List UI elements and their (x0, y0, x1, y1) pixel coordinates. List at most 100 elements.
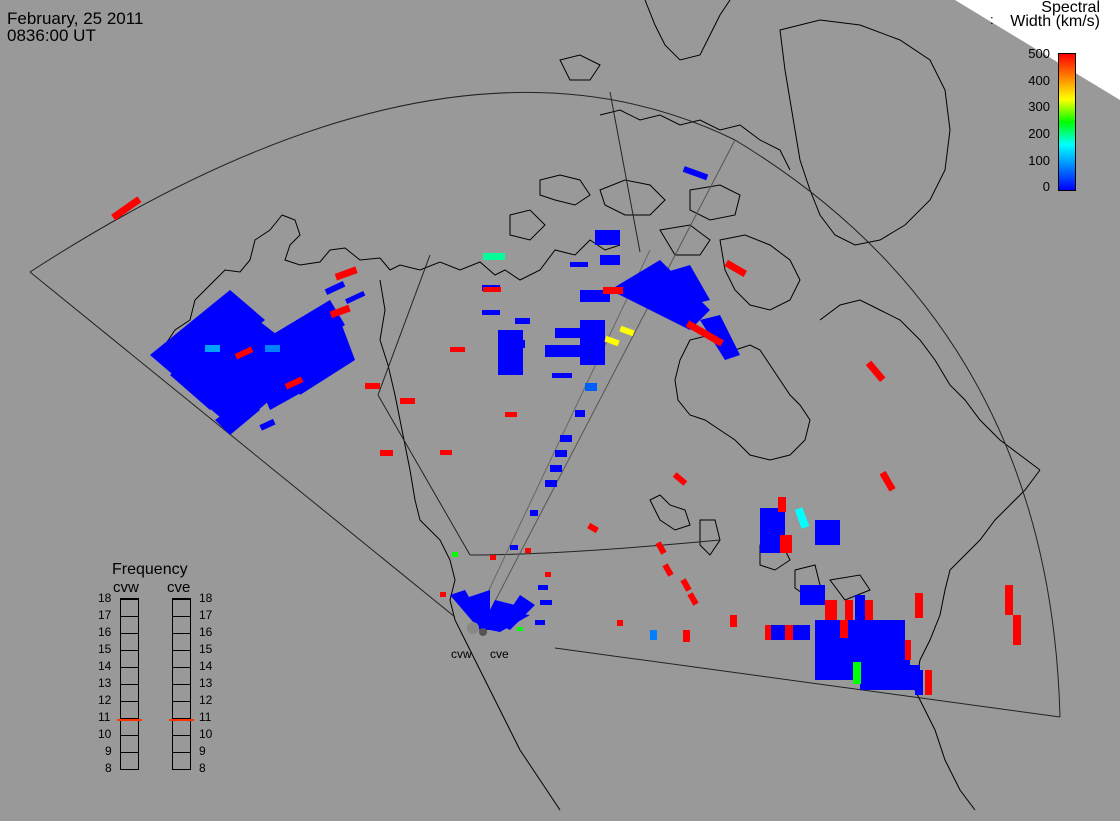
scatter-cell (265, 345, 280, 352)
frequency-tick-left: 8 (105, 761, 112, 775)
scatter-cell (545, 480, 557, 487)
scatter-cell (545, 345, 580, 357)
frequency-gridline (173, 718, 190, 719)
scatter-cell (538, 585, 548, 590)
frequency-tick-right: 15 (199, 642, 213, 656)
scatter-cell (460, 590, 490, 630)
fov-outer-arc-east (734, 139, 1061, 718)
scatter-cell (510, 340, 525, 348)
frequency-tick-right: 13 (199, 676, 213, 690)
frequency-bar-cve (169, 598, 194, 770)
frequency-tick-right: 14 (199, 659, 213, 673)
scatter-cell (580, 320, 605, 365)
colorbar-tick-label: 500 (1028, 46, 1050, 61)
scatter-cell (205, 345, 220, 352)
scatter-cell (724, 259, 748, 277)
scatter-cell (345, 290, 366, 304)
scatter-cell (450, 347, 465, 352)
frequency-tick-right: 10 (199, 727, 213, 741)
scatter-cell (255, 355, 315, 410)
frequency-gridline (121, 701, 138, 702)
frequency-gridline (173, 769, 190, 770)
scatter-cell (552, 373, 572, 378)
scatter-high-width[interactable] (111, 196, 1021, 695)
scatter-cell (452, 552, 458, 557)
frequency-gridline (121, 752, 138, 753)
scatter-cell (682, 166, 709, 181)
frequency-marker (117, 718, 142, 721)
frequency-gridline (121, 633, 138, 634)
frequency-tick-left: 10 (98, 727, 112, 741)
radar-site-marker (479, 628, 487, 636)
frequency-tick-right: 11 (199, 710, 212, 724)
scatter-cell (840, 620, 848, 638)
fov-inner-west-1 (377, 254, 431, 396)
colorbar-title-line2: Width (km/s) (1010, 13, 1100, 30)
frequency-gridline (121, 769, 138, 770)
coastlines (164, 0, 1041, 811)
scatter-cell (1013, 615, 1021, 645)
scatter-cell (329, 304, 351, 319)
frequency-column-label: cvw (113, 579, 139, 596)
scatter-cell (585, 383, 597, 391)
scatter-cell (535, 620, 545, 625)
scatter-cell (324, 281, 346, 295)
frequency-tick-right: 12 (199, 693, 213, 707)
scatter-cell (550, 465, 562, 472)
scatter-cell (540, 600, 552, 605)
scatter-cell (915, 593, 923, 618)
frequency-gridline (173, 752, 190, 753)
scatter-cell (170, 310, 290, 410)
colorbar-title-line1: Spectral (1041, 0, 1100, 16)
radar-label-cve: cve (490, 647, 509, 661)
scatter-cell (440, 592, 446, 597)
frequency-gridline (173, 633, 190, 634)
frequency-gridline (121, 616, 138, 617)
scatter-cell (700, 315, 740, 360)
frequency-tick-right: 18 (199, 591, 213, 605)
fov-east-edge (554, 647, 1061, 718)
scatter-cell (334, 266, 358, 281)
colorbar-tick-label: 200 (1028, 125, 1050, 141)
scatter-cell (603, 287, 623, 294)
scatter-cell (545, 572, 551, 577)
frequency-gridline (121, 684, 138, 685)
frequency-tick-left: 13 (98, 676, 112, 690)
scatter-cell (525, 548, 531, 553)
scatter-cell (685, 320, 724, 347)
observation-date: February, 25 2011 (7, 9, 144, 28)
scatter-cell (482, 310, 500, 315)
colorbar-tick-label: 0 (1042, 179, 1050, 195)
frequency-gridline (173, 667, 190, 668)
scatter-cell (259, 418, 276, 431)
scatter-cell (865, 600, 873, 620)
scatter-cell (575, 410, 585, 417)
scatter-cell (440, 450, 452, 455)
frequency-tick-right: 8 (199, 761, 206, 775)
colorbar-tick-label: 100 (1028, 152, 1050, 168)
scatter-mid-width (205, 253, 861, 684)
frequency-tick-right: 17 (199, 608, 213, 622)
scatter-cell (640, 265, 710, 310)
frequency-bar-cvw (117, 598, 142, 770)
colorbar-tick-label: 400 (1028, 72, 1050, 88)
scatter-cell (234, 346, 254, 360)
frequency-tick-left: 11 (98, 710, 111, 724)
scatter-cell (587, 522, 599, 534)
frequency-gridline (173, 684, 190, 685)
colorbar-tick-label: 300 (1028, 99, 1050, 115)
scatter-cell (555, 450, 567, 457)
frequency-tick-left: 9 (105, 744, 112, 758)
scatter-cell (604, 335, 620, 347)
scatter-cell (794, 507, 810, 529)
scatter-cell (400, 398, 415, 404)
scatter-cell (498, 330, 523, 375)
scatter-cell (150, 290, 265, 385)
frequency-tick-left: 18 (98, 591, 112, 605)
scatter-cell (898, 620, 905, 640)
frequency-tick-left: 12 (98, 693, 112, 707)
scatter-cell (560, 435, 572, 442)
map-corner-region (955, 0, 1120, 100)
scatter-cell (505, 412, 517, 417)
